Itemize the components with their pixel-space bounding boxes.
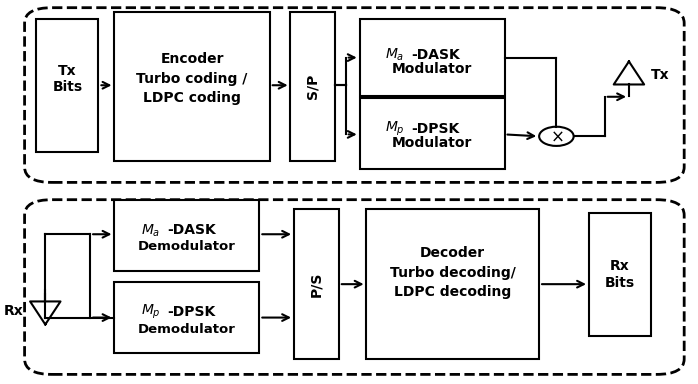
Text: Decoder
Turbo decoding/
LDPC decoding: Decoder Turbo decoding/ LDPC decoding [390, 246, 516, 299]
Text: Rx: Rx [3, 304, 23, 318]
Text: $M_a$: $M_a$ [140, 222, 160, 238]
Text: Tx: Tx [651, 68, 669, 82]
Text: -DASK: -DASK [167, 223, 216, 237]
Text: Modulator: Modulator [392, 136, 473, 150]
Text: Demodulator: Demodulator [138, 323, 236, 336]
FancyBboxPatch shape [290, 12, 335, 161]
Text: $M_a$: $M_a$ [385, 46, 405, 63]
Text: Rx
Bits: Rx Bits [605, 260, 635, 290]
Text: $M_p$: $M_p$ [140, 303, 161, 321]
FancyBboxPatch shape [114, 282, 260, 353]
FancyBboxPatch shape [114, 200, 260, 271]
FancyBboxPatch shape [589, 213, 651, 336]
FancyBboxPatch shape [114, 12, 269, 161]
FancyBboxPatch shape [36, 19, 98, 152]
FancyBboxPatch shape [366, 209, 539, 359]
Text: Tx
Bits: Tx Bits [52, 64, 82, 94]
Text: -DPSK: -DPSK [412, 122, 460, 136]
Text: -DASK: -DASK [412, 48, 461, 61]
Text: Encoder
Turbo coding /
LDPC coding: Encoder Turbo coding / LDPC coding [136, 52, 248, 105]
Text: S/P: S/P [306, 74, 320, 99]
Text: $M_p$: $M_p$ [385, 119, 405, 138]
Text: Modulator: Modulator [392, 62, 473, 76]
Text: -DPSK: -DPSK [167, 305, 215, 319]
FancyBboxPatch shape [359, 98, 505, 169]
FancyBboxPatch shape [359, 19, 505, 96]
Text: $\times$: $\times$ [549, 127, 563, 145]
Text: Demodulator: Demodulator [138, 240, 236, 253]
FancyBboxPatch shape [294, 209, 339, 359]
Text: P/S: P/S [309, 271, 323, 297]
